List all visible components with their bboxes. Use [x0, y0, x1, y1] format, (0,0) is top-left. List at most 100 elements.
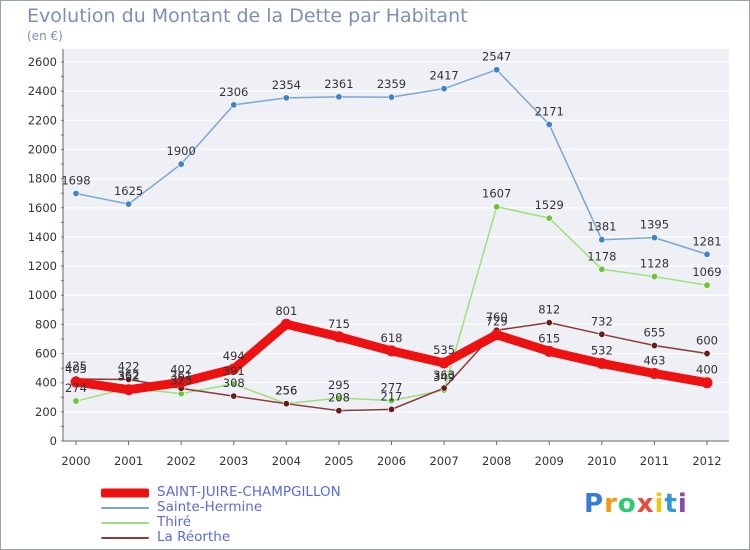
- x-tick-label: 2008: [482, 454, 511, 468]
- x-tick-label: 2002: [167, 454, 196, 468]
- data-label: 1381: [587, 220, 616, 234]
- legend-label: SAINT-JUIRE-CHAMPGILLON: [157, 484, 341, 500]
- logo-letter: o: [617, 489, 637, 519]
- data-point: [648, 368, 660, 380]
- y-tick-label: 2000: [28, 142, 57, 156]
- data-label: 256: [275, 384, 297, 398]
- data-point: [387, 93, 395, 101]
- data-point: [70, 376, 82, 388]
- data-label: 405: [65, 362, 87, 376]
- data-label: 463: [643, 354, 665, 368]
- data-label: 402: [170, 362, 192, 376]
- legend-label: Thiré: [157, 514, 192, 530]
- data-label: 1698: [61, 173, 90, 187]
- data-point: [387, 405, 395, 413]
- y-tick-label: 1800: [28, 172, 57, 186]
- data-point: [335, 394, 343, 402]
- data-point: [598, 236, 606, 244]
- logo-letter: x: [636, 489, 655, 519]
- data-label: 308: [223, 376, 245, 390]
- data-label: 1900: [167, 144, 196, 158]
- data-label: 295: [328, 378, 350, 392]
- data-point: [703, 281, 711, 289]
- data-point: [177, 160, 185, 168]
- data-point: [230, 380, 238, 388]
- data-point: [545, 319, 553, 327]
- data-label: 217: [381, 389, 403, 403]
- data-point: [282, 94, 290, 102]
- data-label: 2359: [377, 77, 406, 91]
- data-point: [72, 189, 80, 197]
- data-point: [596, 357, 608, 369]
- data-point: [175, 376, 187, 388]
- x-tick-label: 2011: [640, 454, 669, 468]
- data-label: 274: [65, 381, 87, 395]
- data-label: 715: [328, 317, 350, 331]
- data-label: 2417: [429, 69, 458, 83]
- data-point: [333, 331, 345, 343]
- data-point: [650, 342, 658, 350]
- y-tick-label: 200: [35, 405, 57, 419]
- proxiti-logo: Proxiti: [584, 489, 688, 519]
- data-label: 362: [118, 368, 140, 382]
- x-tick-label: 2006: [377, 454, 406, 468]
- data-point: [545, 121, 553, 129]
- data-point: [701, 377, 713, 389]
- x-tick-label: 2007: [429, 454, 458, 468]
- logo-letter: i: [654, 489, 665, 519]
- data-label: 812: [538, 303, 560, 317]
- data-point: [72, 397, 80, 405]
- data-point: [440, 384, 448, 392]
- data-point: [335, 93, 343, 101]
- data-label: 391: [223, 364, 245, 378]
- y-tick-label: 2600: [28, 55, 57, 69]
- data-point: [228, 363, 240, 375]
- data-point: [545, 214, 553, 222]
- y-tick-label: 2200: [28, 113, 57, 127]
- x-tick-label: 2000: [61, 454, 90, 468]
- data-point: [440, 85, 448, 93]
- y-tick-label: 2400: [28, 84, 57, 98]
- data-label: 349: [433, 370, 455, 384]
- plot-area: [63, 49, 729, 441]
- data-point: [335, 407, 343, 415]
- legend-swatch: [101, 521, 149, 524]
- data-point: [280, 318, 292, 330]
- data-point: [650, 273, 658, 281]
- data-point: [386, 345, 397, 357]
- legend-swatch: [101, 506, 149, 509]
- data-label: 363: [433, 368, 455, 382]
- data-label: 352: [118, 370, 140, 384]
- legend-swatch: [101, 488, 149, 497]
- x-tick-label: 2003: [219, 454, 248, 468]
- data-label: 2361: [324, 77, 353, 91]
- x-tick-label: 2012: [692, 454, 721, 468]
- data-label: 655: [643, 326, 665, 340]
- x-tick-label: 2010: [587, 454, 616, 468]
- y-tick-label: 1200: [28, 259, 57, 273]
- data-label: 618: [381, 331, 403, 345]
- y-tick-label: 1600: [28, 201, 57, 215]
- data-point: [230, 392, 238, 400]
- data-label: 1395: [640, 218, 669, 232]
- data-label: 1281: [692, 234, 721, 248]
- data-point: [387, 397, 395, 405]
- data-point: [123, 384, 135, 396]
- data-label: 208: [328, 391, 350, 405]
- y-tick-label: 600: [35, 347, 57, 361]
- data-label: 425: [65, 359, 87, 373]
- data-label: 2354: [272, 78, 301, 92]
- data-point: [230, 101, 238, 109]
- data-label: 1178: [587, 249, 616, 263]
- data-label: 1069: [692, 265, 721, 279]
- data-point: [125, 375, 133, 383]
- data-point: [493, 203, 501, 211]
- data-point: [543, 345, 555, 357]
- x-tick-label: 2009: [535, 454, 564, 468]
- data-label: 535: [433, 343, 455, 357]
- data-label: 422: [118, 359, 140, 373]
- logo-letter: i: [677, 489, 688, 519]
- data-label: 277: [381, 381, 403, 395]
- legend-swatch: [101, 536, 149, 539]
- data-label: 729: [486, 315, 508, 329]
